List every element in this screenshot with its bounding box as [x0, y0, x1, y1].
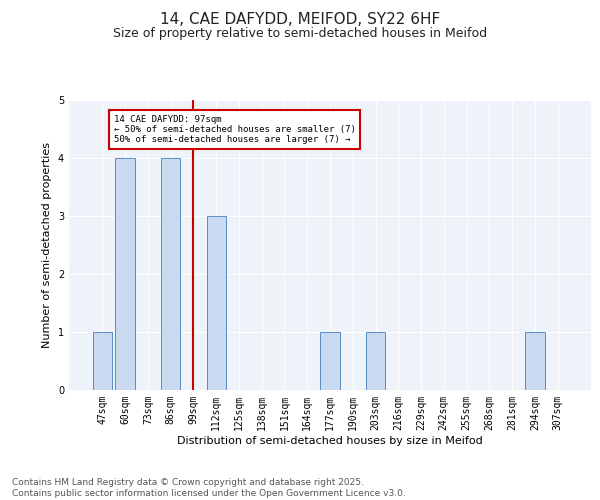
Bar	[366, 332, 385, 390]
Y-axis label: Number of semi-detached properties: Number of semi-detached properties	[43, 142, 52, 348]
Text: 14, CAE DAFYDD, MEIFOD, SY22 6HF: 14, CAE DAFYDD, MEIFOD, SY22 6HF	[160, 12, 440, 28]
Text: Size of property relative to semi-detached houses in Meifod: Size of property relative to semi-detach…	[113, 28, 487, 40]
Text: Contains HM Land Registry data © Crown copyright and database right 2025.
Contai: Contains HM Land Registry data © Crown c…	[12, 478, 406, 498]
Bar	[161, 158, 181, 390]
Bar	[115, 158, 135, 390]
Text: 14 CAE DAFYDD: 97sqm
← 50% of semi-detached houses are smaller (7)
50% of semi-d: 14 CAE DAFYDD: 97sqm ← 50% of semi-detac…	[114, 114, 356, 144]
X-axis label: Distribution of semi-detached houses by size in Meifod: Distribution of semi-detached houses by …	[177, 436, 483, 446]
Bar	[93, 332, 112, 390]
Bar	[206, 216, 226, 390]
Bar	[320, 332, 340, 390]
Bar	[525, 332, 545, 390]
